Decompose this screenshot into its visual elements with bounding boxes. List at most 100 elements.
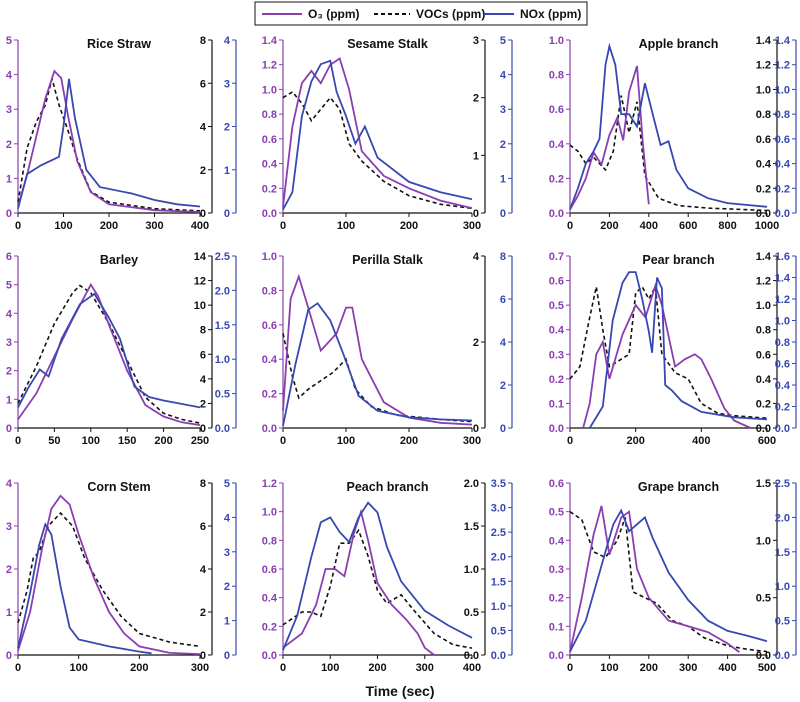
nox-tick-label: 0.0 xyxy=(775,650,790,662)
nox-tick-label: 1.0 xyxy=(215,354,230,366)
o3-tick-label: 0.2 xyxy=(262,389,277,401)
o3-tick-label: 1 xyxy=(6,394,12,406)
legend: O₃ (ppm) VOCs (ppm) NOx (ppm) xyxy=(254,1,588,26)
vocs-tick-label: 0.6 xyxy=(756,349,771,361)
x-tick-label: 300 xyxy=(463,220,481,232)
nox-tick-label: 1.5 xyxy=(775,547,790,559)
vocs-tick-label: 1.4 xyxy=(756,251,772,263)
x-tick-label: 400 xyxy=(191,220,209,232)
vocs-tick-label: 0 xyxy=(200,423,206,435)
series-line-nox xyxy=(282,59,473,210)
vocs-tick-label: 0.5 xyxy=(756,593,771,605)
nox-tick-label: 1.5 xyxy=(491,576,506,588)
vocs-tick-label: 1.5 xyxy=(464,521,479,533)
nox-tick-label: 0.4 xyxy=(775,380,791,392)
o3-tick-label: 1.0 xyxy=(262,507,277,519)
nox-tick-label: 0.2 xyxy=(775,183,790,195)
nox-tick-label: 0.4 xyxy=(775,159,791,171)
panel-title: Corn Stem xyxy=(87,480,150,494)
o3-tick-label: 0 xyxy=(6,208,12,220)
o3-tick-label: 0.4 xyxy=(549,535,565,547)
vocs-tick-label: 2 xyxy=(200,607,206,619)
vocs-tick-label: 2.0 xyxy=(464,478,479,490)
x-tick-label: 200 xyxy=(368,662,386,674)
series-line-vocs xyxy=(17,511,201,648)
series-line-nox xyxy=(17,522,152,655)
x-tick-label: 250 xyxy=(191,435,209,447)
vocs-tick-label: 0.0 xyxy=(464,650,479,662)
x-tick-label: 100 xyxy=(600,662,618,674)
nox-tick-label: 5 xyxy=(224,478,230,490)
vocs-tick-label: 0.0 xyxy=(756,208,771,220)
nox-tick-label: 0.5 xyxy=(215,389,230,401)
x-tick-label: 50 xyxy=(48,435,60,447)
o3-tick-label: 0.6 xyxy=(262,134,277,146)
nox-tick-label: 0.0 xyxy=(491,650,506,662)
vocs-tick-label: 2 xyxy=(473,93,479,105)
nox-tick-label: 2 xyxy=(224,122,230,134)
o3-tick-label: 0.6 xyxy=(549,478,564,490)
nox-tick-label: 3.5 xyxy=(491,478,506,490)
series-line-vocs xyxy=(282,90,473,210)
vocs-tick-label: 8 xyxy=(200,35,206,47)
series-line-o3 xyxy=(17,69,201,213)
series-line-o3 xyxy=(282,273,473,426)
vocs-tick-label: 10 xyxy=(194,300,206,312)
series-line-vocs xyxy=(282,528,473,649)
x-tick-label: 150 xyxy=(118,435,136,447)
series-line-nox xyxy=(569,508,768,653)
x-tick-label: 500 xyxy=(758,662,776,674)
panel-title: Peach branch xyxy=(347,480,429,494)
o3-tick-label: 0.4 xyxy=(262,159,278,171)
o3-tick-label: 0.8 xyxy=(262,285,277,297)
o3-tick-label: 0.0 xyxy=(549,423,564,435)
x-tick-label: 200 xyxy=(640,662,658,674)
series-line-o3 xyxy=(282,508,435,656)
panel-title: Apple branch xyxy=(639,37,719,51)
legend-o3-label: O₃ (ppm) xyxy=(308,7,360,21)
series-line-vocs xyxy=(569,511,768,653)
series-line-vocs xyxy=(282,333,473,423)
o3-tick-label: 5 xyxy=(6,280,12,292)
series-line-o3 xyxy=(17,494,201,655)
nox-tick-label: 4 xyxy=(224,512,231,524)
o3-tick-label: 4 xyxy=(6,70,13,82)
x-tick-label: 0 xyxy=(567,662,573,674)
series-line-nox xyxy=(282,302,473,427)
nox-tick-label: 2.0 xyxy=(215,285,230,297)
x-tick-label: 100 xyxy=(321,662,339,674)
series-line-vocs xyxy=(17,284,201,424)
series-line-o3 xyxy=(282,57,473,209)
vocs-tick-label: 0 xyxy=(200,208,206,220)
o3-tick-label: 2 xyxy=(6,366,12,378)
x-tick-label: 0 xyxy=(280,662,286,674)
o3-tick-label: 0.1 xyxy=(549,398,564,410)
nox-tick-label: 6 xyxy=(500,294,506,306)
vocs-tick-label: 2 xyxy=(200,398,206,410)
vocs-tick-label: 6 xyxy=(200,521,206,533)
nox-tick-label: 2 xyxy=(224,581,230,593)
x-tick-label: 200 xyxy=(400,435,418,447)
o3-tick-label: 0.4 xyxy=(262,593,278,605)
o3-tick-label: 5 xyxy=(6,35,12,47)
panel-title: Perilla Stalk xyxy=(352,253,423,267)
x-tick-label: 200 xyxy=(100,220,118,232)
o3-tick-label: 2 xyxy=(6,139,12,151)
nox-tick-label: 0.8 xyxy=(775,337,790,349)
legend-box xyxy=(254,1,588,26)
x-tick-label: 0 xyxy=(15,662,21,674)
vocs-tick-label: 2 xyxy=(473,337,479,349)
o3-tick-label: 0.2 xyxy=(262,621,277,633)
vocs-tick-label: 1.5 xyxy=(756,478,771,490)
o3-tick-label: 2 xyxy=(6,564,12,576)
x-tick-label: 400 xyxy=(718,662,736,674)
vocs-tick-label: 1.2 xyxy=(756,60,771,72)
o3-tick-label: 0.6 xyxy=(262,320,277,332)
x-tick-label: 200 xyxy=(154,435,172,447)
legend-nox-label: NOx (ppm) xyxy=(520,7,581,21)
o3-tick-label: 0.3 xyxy=(549,564,564,576)
x-tick-label: 300 xyxy=(145,220,163,232)
